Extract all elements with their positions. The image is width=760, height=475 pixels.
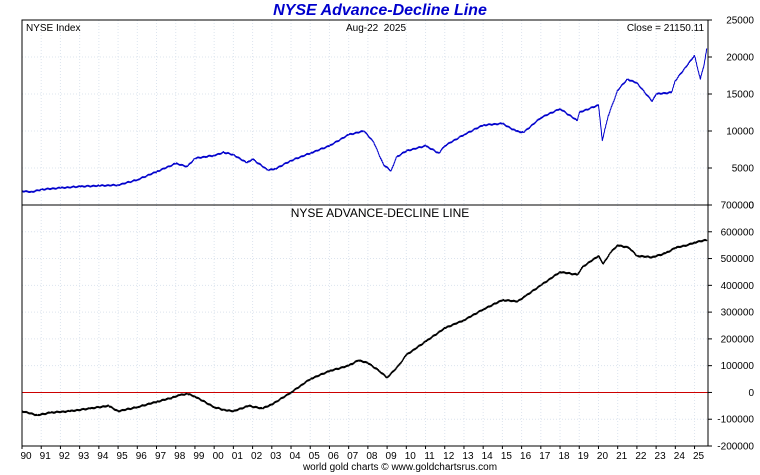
x-tick-label: 93 <box>78 451 90 462</box>
x-tick-label: 11 <box>424 451 435 462</box>
x-tick-label: 04 <box>289 451 301 462</box>
y-tick-label: 100000 <box>721 361 755 372</box>
chart-title: NYSE Advance-Decline Line <box>273 2 487 19</box>
top-panel-frame <box>21 19 709 206</box>
x-tick-label: 92 <box>59 451 71 462</box>
x-tick-label: 06 <box>328 451 340 462</box>
x-tick-label: 05 <box>309 451 321 462</box>
index-series-line <box>21 48 708 193</box>
x-tick-label: 08 <box>366 451 378 462</box>
series-layer <box>21 48 708 417</box>
x-tick-label: 97 <box>155 451 167 462</box>
x-tick-label: 13 <box>462 451 474 462</box>
y-tick-label: 300000 <box>721 308 755 319</box>
x-tick-label: 90 <box>20 451 32 462</box>
footer-credit: world gold charts © www.goldchartsrus.co… <box>302 462 498 473</box>
bottom-y-axis: -200000 -100000 0 100000 200000 300000 400000 5… <box>708 201 754 453</box>
x-tick-label: 02 <box>251 451 263 462</box>
y-tick-label: 20000 <box>726 53 754 64</box>
date-label: Aug-22 2025 <box>346 23 406 34</box>
index-label: NYSE Index <box>26 23 80 34</box>
y-tick-label: 400000 <box>721 281 755 292</box>
x-tick-label: 01 <box>232 451 244 462</box>
x-tick-label: 10 <box>405 451 417 462</box>
bottom-panel-frame <box>21 204 709 447</box>
ad-series-line <box>21 238 708 417</box>
x-tick-label: 03 <box>270 451 282 462</box>
x-tick-label: 14 <box>482 451 494 462</box>
x-tick-label: 16 <box>520 451 532 462</box>
x-tick-label: 00 <box>213 451 225 462</box>
top-y-axis: 0 5000 10000 15000 20000 25000 <box>708 16 754 212</box>
x-tick-label: 17 <box>539 451 551 462</box>
x-axis: 90 91 92 93 94 95 96 97 98 99 00 01 02 03 04 05 06 07 08 09… <box>20 446 705 462</box>
y-tick-label: 200000 <box>721 334 755 345</box>
y-tick-label: 500000 <box>721 254 755 265</box>
x-tick-label: 21 <box>616 451 628 462</box>
x-tick-label: 99 <box>193 451 205 462</box>
x-tick-label: 22 <box>635 451 647 462</box>
x-tick-label: 98 <box>174 451 186 462</box>
y-tick-label: 700000 <box>721 201 755 212</box>
x-tick-label: 96 <box>136 451 148 462</box>
x-tick-label: 24 <box>674 451 686 462</box>
y-tick-label: 5000 <box>732 164 755 175</box>
y-tick-label: -100000 <box>717 415 754 426</box>
y-tick-label: 0 <box>748 201 754 212</box>
close-label: Close = 21150.11 <box>627 23 705 34</box>
x-tick-label: 18 <box>558 451 570 462</box>
x-tick-label: 91 <box>40 451 52 462</box>
x-tick-label: 09 <box>386 451 398 462</box>
y-tick-label: 600000 <box>721 227 755 238</box>
x-tick-label: 07 <box>347 451 359 462</box>
ad-panel-title: NYSE ADVANCE-DECLINE LINE <box>291 206 470 220</box>
x-tick-label: 19 <box>578 451 590 462</box>
y-tick-label: 0 <box>748 388 754 399</box>
x-tick-label: 25 <box>693 451 705 462</box>
x-tick-label: 12 <box>443 451 455 462</box>
x-tick-label: 15 <box>501 451 513 462</box>
x-tick-label: 95 <box>117 451 129 462</box>
x-tick-label: 94 <box>97 451 109 462</box>
x-tick-label: 23 <box>655 451 667 462</box>
y-tick-label: 15000 <box>726 90 754 101</box>
y-tick-label: 10000 <box>726 127 754 138</box>
y-tick-label: 25000 <box>726 16 754 27</box>
y-tick-label: -200000 <box>717 442 754 453</box>
x-tick-label: 20 <box>597 451 609 462</box>
top-panel-grid <box>21 19 708 206</box>
